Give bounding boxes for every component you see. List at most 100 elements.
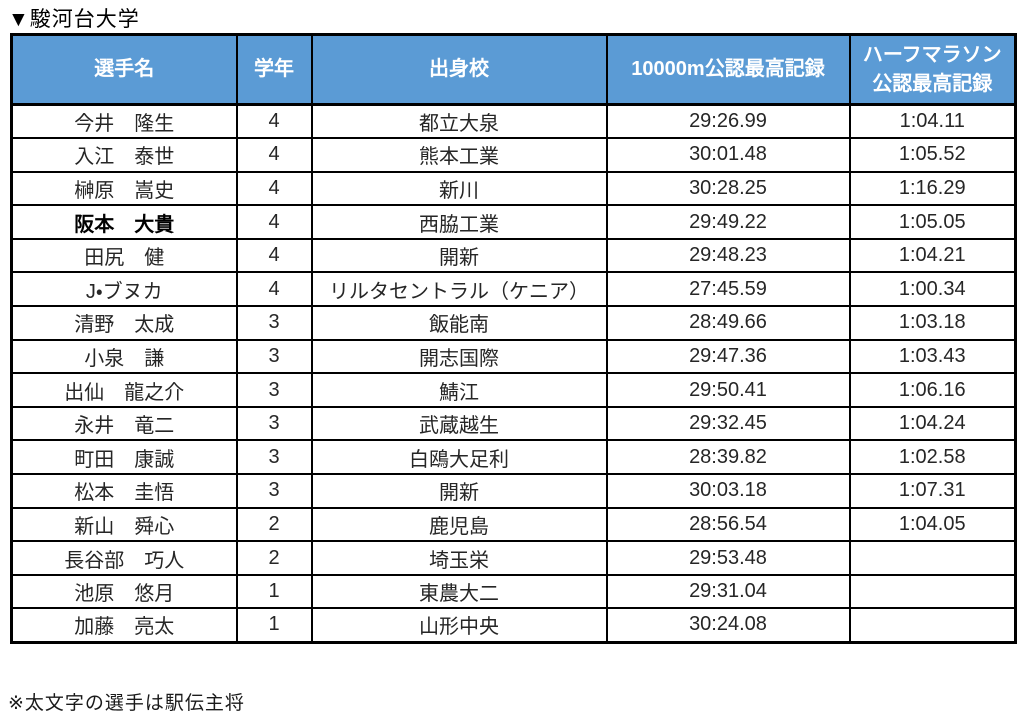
player-name-cell: 清野 太成 <box>10 305 238 341</box>
half-marathon-cell <box>848 607 1017 643</box>
half-marathon-cell: 1:04.11 <box>848 103 1017 140</box>
record-10000m-cell: 30:03.18 <box>605 473 851 509</box>
grade-cell: 3 <box>235 305 313 341</box>
footnote: ※太文字の選手は駅伝主将 <box>8 693 245 714</box>
half-marathon-cell: 1:16.29 <box>848 170 1017 207</box>
record-10000m-cell: 27:45.59 <box>605 271 851 308</box>
record-10000m-cell: 29:47.36 <box>605 338 851 375</box>
half-marathon-cell: 1:06.16 <box>848 372 1017 408</box>
grade-cell: 4 <box>235 204 313 240</box>
school-cell: 鹿児島 <box>310 506 608 543</box>
record-10000m-cell: 29:31.04 <box>605 573 851 610</box>
column-header-player-name: 選手名 <box>10 33 238 106</box>
grade-cell: 4 <box>235 237 313 274</box>
half-marathon-cell: 1:00.34 <box>848 271 1017 308</box>
record-10000m-cell: 28:56.54 <box>605 506 851 543</box>
table-row: 榊原 嵩史 4 新川 30:28.25 1:16.29 <box>10 170 1017 207</box>
grade-cell: 4 <box>235 137 313 173</box>
half-marathon-cell: 1:03.18 <box>848 305 1017 341</box>
table-row: 新山 舜心 2 鹿児島 28:56.54 1:04.05 <box>10 506 1017 543</box>
column-header-10000m-record: 10000m公認最高記録 <box>605 33 851 106</box>
table-body: 今井 隆生 4 都立大泉 29:26.99 1:04.11 入江 泰世 4 熊本… <box>10 103 1017 643</box>
table-row: 阪本 大貴 4 西脇工業 29:49.22 1:05.05 <box>10 204 1017 240</box>
school-cell: 鯖江 <box>310 372 608 408</box>
record-10000m-cell: 30:24.08 <box>605 607 851 643</box>
table-row: 町田 康誠 3 白鴎大足利 28:39.82 1:02.58 <box>10 439 1017 476</box>
record-10000m-cell: 29:49.22 <box>605 204 851 240</box>
player-name-cell: 榊原 嵩史 <box>10 170 238 207</box>
column-header-half-marathon-record: ハーフマラソン 公認最高記録 <box>848 33 1017 106</box>
table-header: 選手名 学年 出身校 10000m公認最高記録 ハーフマラソン 公認最高記録 <box>10 33 1017 106</box>
school-cell: 都立大泉 <box>310 103 608 140</box>
grade-cell: 1 <box>235 607 313 643</box>
grade-cell: 3 <box>235 473 313 509</box>
school-cell: リルタセントラル（ケニア） <box>310 271 608 308</box>
column-header-grade: 学年 <box>235 33 313 106</box>
grade-cell: 4 <box>235 103 313 140</box>
player-name-cell: 長谷部 巧人 <box>10 540 238 576</box>
player-name-cell: 出仙 龍之介 <box>10 372 238 408</box>
player-name-cell: 今井 隆生 <box>10 103 238 140</box>
half-marathon-cell: 1:05.52 <box>848 137 1017 173</box>
table-row: 長谷部 巧人 2 埼玉栄 29:53.48 <box>10 540 1017 576</box>
record-10000m-cell: 30:01.48 <box>605 137 851 173</box>
record-10000m-cell: 29:32.45 <box>605 405 851 442</box>
table-row: 小泉 謙 3 開志国際 29:47.36 1:03.43 <box>10 338 1017 375</box>
grade-cell: 3 <box>235 405 313 442</box>
school-cell: 開志国際 <box>310 338 608 375</box>
school-cell: 飯能南 <box>310 305 608 341</box>
record-10000m-cell: 29:53.48 <box>605 540 851 576</box>
school-cell: 武蔵越生 <box>310 405 608 442</box>
player-name-cell: 入江 泰世 <box>10 137 238 173</box>
half-marathon-cell: 1:07.31 <box>848 473 1017 509</box>
table-row: J・ブヌカ 4 リルタセントラル（ケニア） 27:45.59 1:00.34 <box>10 271 1017 308</box>
table-row: 永井 竜二 3 武蔵越生 29:32.45 1:04.24 <box>10 405 1017 442</box>
player-name-cell: 新山 舜心 <box>10 506 238 543</box>
record-10000m-cell: 28:39.82 <box>605 439 851 476</box>
player-name-cell: 加藤 亮太 <box>10 607 238 643</box>
grade-cell: 4 <box>235 170 313 207</box>
half-marathon-cell: 1:04.05 <box>848 506 1017 543</box>
grade-cell: 2 <box>235 506 313 543</box>
page-title: ▼駿河台大学 <box>8 8 140 31</box>
school-cell: 開新 <box>310 473 608 509</box>
school-cell: 新川 <box>310 170 608 207</box>
table-row: 今井 隆生 4 都立大泉 29:26.99 1:04.11 <box>10 103 1017 140</box>
school-cell: 山形中央 <box>310 607 608 643</box>
half-marathon-cell <box>848 540 1017 576</box>
record-10000m-cell: 28:49.66 <box>605 305 851 341</box>
school-cell: 熊本工業 <box>310 137 608 173</box>
half-marathon-cell: 1:04.24 <box>848 405 1017 442</box>
school-cell: 白鴎大足利 <box>310 439 608 476</box>
table-row: 松本 圭悟 3 開新 30:03.18 1:07.31 <box>10 473 1017 509</box>
half-marathon-cell <box>848 573 1017 610</box>
school-cell: 埼玉栄 <box>310 540 608 576</box>
record-10000m-cell: 29:26.99 <box>605 103 851 140</box>
player-name-cell: 永井 竜二 <box>10 405 238 442</box>
half-marathon-cell: 1:02.58 <box>848 439 1017 476</box>
grade-cell: 3 <box>235 439 313 476</box>
table-row: 田尻 健 4 開新 29:48.23 1:04.21 <box>10 237 1017 274</box>
player-name-cell: 阪本 大貴 <box>10 204 238 240</box>
table-row: 入江 泰世 4 熊本工業 30:01.48 1:05.52 <box>10 137 1017 173</box>
player-name-cell: 松本 圭悟 <box>10 473 238 509</box>
record-10000m-cell: 29:50.41 <box>605 372 851 408</box>
column-header-school: 出身校 <box>310 33 608 106</box>
school-cell: 東農大二 <box>310 573 608 610</box>
grade-cell: 3 <box>235 372 313 408</box>
player-name-cell: J・ブヌカ <box>10 271 238 308</box>
player-name-cell: 田尻 健 <box>10 237 238 274</box>
header-row: 選手名 学年 出身校 10000m公認最高記録 ハーフマラソン 公認最高記録 <box>10 33 1017 106</box>
half-marathon-cell: 1:05.05 <box>848 204 1017 240</box>
grade-cell: 1 <box>235 573 313 610</box>
player-name-cell: 町田 康誠 <box>10 439 238 476</box>
school-cell: 西脇工業 <box>310 204 608 240</box>
table-row: 出仙 龍之介 3 鯖江 29:50.41 1:06.16 <box>10 372 1017 408</box>
players-table: 選手名 学年 出身校 10000m公認最高記録 ハーフマラソン 公認最高記録 今… <box>10 33 1017 644</box>
record-10000m-cell: 30:28.25 <box>605 170 851 207</box>
grade-cell: 3 <box>235 338 313 375</box>
player-name-cell: 小泉 謙 <box>10 338 238 375</box>
table-row: 池原 悠月 1 東農大二 29:31.04 <box>10 573 1017 610</box>
table-row: 加藤 亮太 1 山形中央 30:24.08 <box>10 607 1017 643</box>
